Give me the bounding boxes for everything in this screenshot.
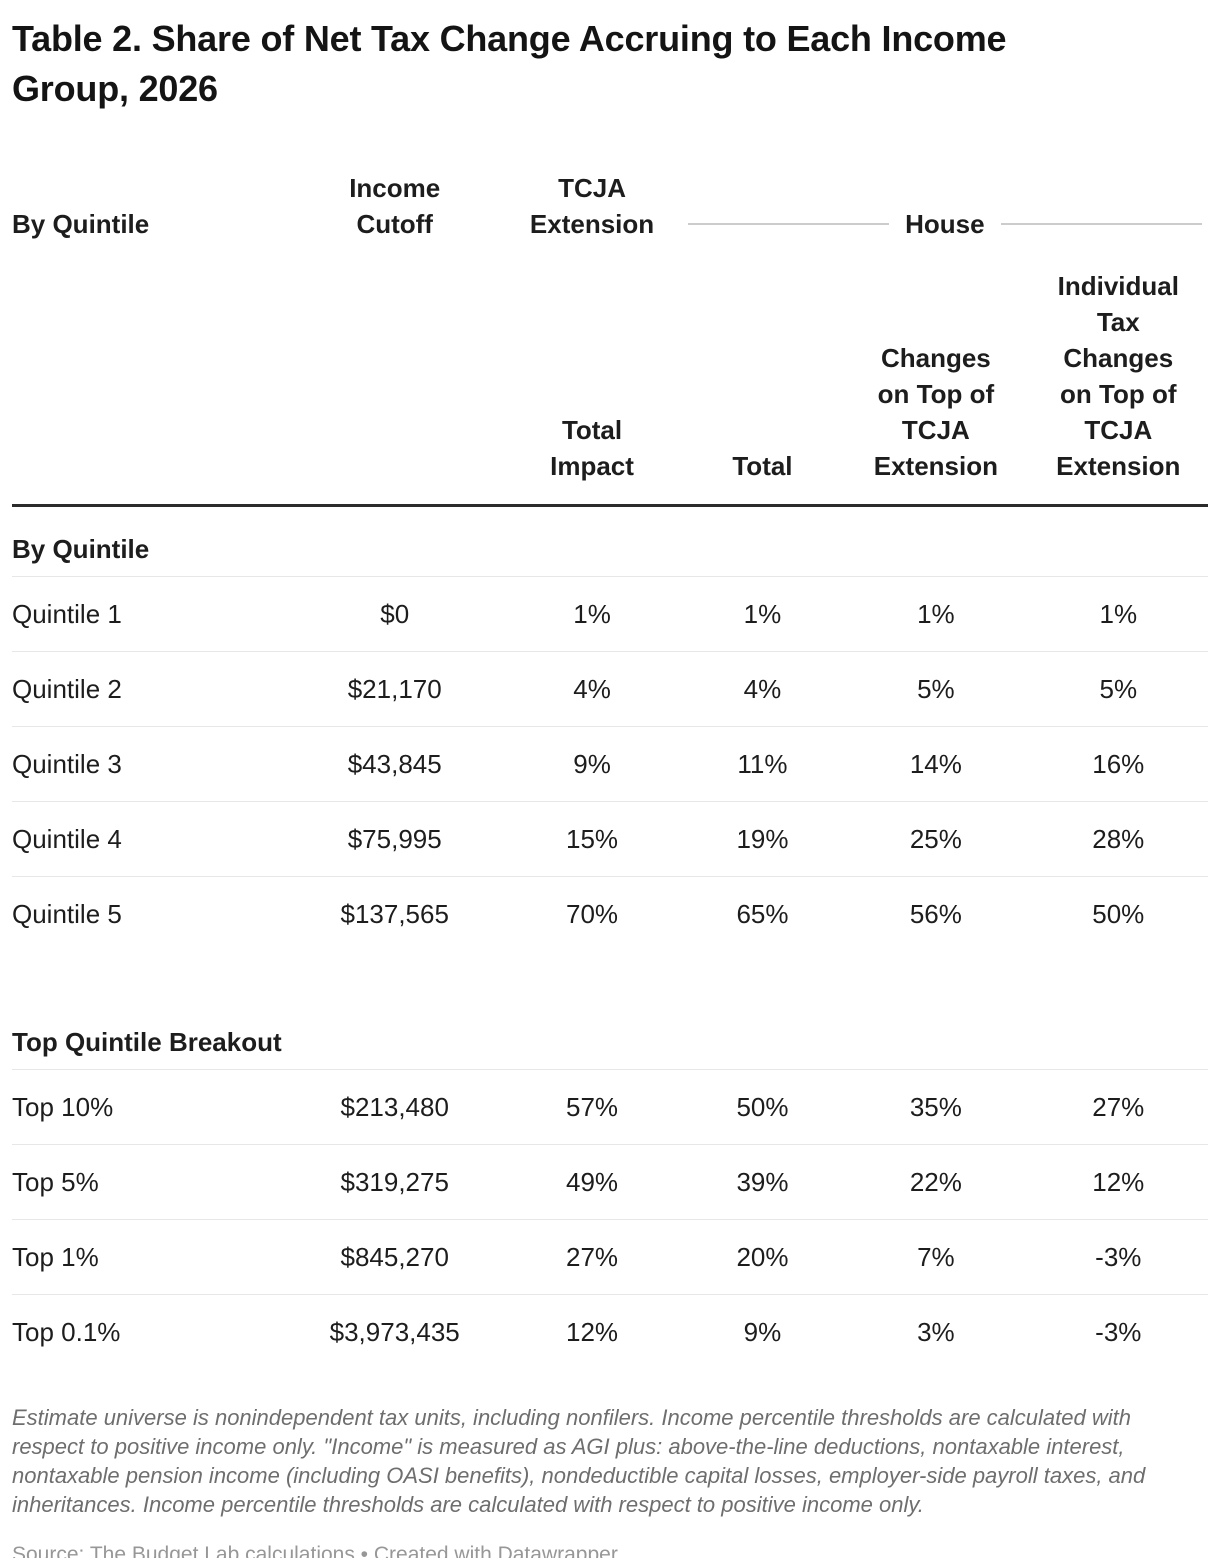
house-total-cell: 39%: [681, 1144, 844, 1220]
row-label-cell: Top 0.1%: [12, 1294, 288, 1369]
table-row: Quintile 3 $43,845 9% 11% 14% 16%: [12, 726, 1208, 802]
house-changes-cell: 1%: [843, 576, 1029, 652]
page-title: Table 2. Share of Net Tax Change Accruin…: [12, 18, 1007, 109]
header-income-cutoff: Income Cutoff: [349, 173, 441, 239]
header-by-quintile: By Quintile: [12, 209, 150, 239]
row-label-cell: Quintile 3: [12, 726, 288, 802]
row-label-cell: Top 5%: [12, 1144, 288, 1220]
row-label-cell: Top 10%: [12, 1069, 288, 1145]
income-cutoff-cell: $319,275: [287, 1144, 503, 1220]
section-by-quintile: By Quintile: [12, 506, 1208, 577]
table-row: Quintile 5 $137,565 70% 65% 56% 50%: [12, 876, 1208, 951]
tcja-total-impact-cell: 15%: [502, 801, 682, 877]
header-house-label: House: [905, 209, 985, 239]
house-individual-cell: 16%: [1028, 726, 1208, 802]
tax-change-table: By Quintile Income Cutoff TCJA Extension…: [12, 138, 1208, 1369]
table-row: Top 10% $213,480 57% 50% 35% 27%: [12, 1069, 1208, 1145]
house-individual-cell: 27%: [1028, 1069, 1208, 1145]
income-cutoff-cell: $3,973,435: [287, 1294, 503, 1369]
tcja-total-impact-cell: 9%: [502, 726, 682, 802]
tcja-total-impact-cell: 57%: [502, 1069, 682, 1145]
header-spacer-2: [287, 242, 503, 507]
table-row: Quintile 2 $21,170 4% 4% 5% 5%: [12, 651, 1208, 727]
table-notes: Estimate universe is nonindependent tax …: [12, 1405, 1146, 1517]
row-label-cell: Quintile 1: [12, 576, 288, 652]
house-changes-cell: 25%: [843, 801, 1029, 877]
income-cutoff-cell: $75,995: [287, 801, 503, 877]
header-house-group: House: [682, 138, 1208, 242]
house-total-cell: 65%: [681, 876, 844, 951]
house-total-cell: 50%: [681, 1069, 844, 1145]
house-changes-cell: 22%: [843, 1144, 1029, 1220]
house-total-cell: 9%: [681, 1294, 844, 1369]
income-cutoff-cell: $137,565: [287, 876, 503, 951]
house-total-cell: 20%: [681, 1219, 844, 1295]
house-total-cell: 1%: [681, 576, 844, 652]
house-changes-cell: 5%: [843, 651, 1029, 727]
income-cutoff-cell: $0: [287, 576, 503, 652]
header-house-individual-changes: Individual Tax Changes on Top of TCJA Ex…: [1028, 242, 1208, 507]
house-changes-cell: 7%: [843, 1219, 1029, 1295]
house-individual-cell: -3%: [1028, 1219, 1208, 1295]
table-body: By Quintile Quintile 1 $0 1% 1% 1% 1% Qu…: [12, 506, 1208, 1369]
house-total-cell: 4%: [681, 651, 844, 727]
table-row: Top 1% $845,270 27% 20% 7% -3%: [12, 1219, 1208, 1295]
section-header-label: Top Quintile Breakout: [12, 1027, 282, 1057]
house-changes-cell: 35%: [843, 1069, 1029, 1145]
table-row: Quintile 4 $75,995 15% 19% 25% 28%: [12, 801, 1208, 877]
table-row: Quintile 1 $0 1% 1% 1% 1%: [12, 576, 1208, 652]
table-header: By Quintile Income Cutoff TCJA Extension…: [12, 138, 1208, 507]
header-spacer-1: [12, 242, 288, 507]
house-span: House: [687, 206, 1203, 242]
tcja-total-impact-cell: 70%: [502, 876, 682, 951]
tcja-total-impact-cell: 12%: [502, 1294, 682, 1369]
source-line: Source: The Budget Lab calculations • Cr…: [12, 1543, 618, 1558]
house-changes-cell: 14%: [843, 726, 1029, 802]
income-cutoff-cell: $43,845: [287, 726, 503, 802]
tcja-total-impact-cell: 1%: [502, 576, 682, 652]
header-row-columns: Total Impact Total Changes on Top of TCJ…: [12, 242, 1208, 507]
table-row: Top 0.1% $3,973,435 12% 9% 3% -3%: [12, 1294, 1208, 1369]
house-individual-cell: 5%: [1028, 651, 1208, 727]
row-label-cell: Top 1%: [12, 1219, 288, 1295]
tcja-total-impact-cell: 49%: [502, 1144, 682, 1220]
house-changes-cell: 56%: [843, 876, 1029, 951]
row-label-cell: Quintile 4: [12, 801, 288, 877]
table-row: Top 5% $319,275 49% 39% 22% 12%: [12, 1144, 1208, 1220]
header-tcja-extension: TCJA Extension: [529, 173, 655, 239]
income-cutoff-cell: $213,480: [287, 1069, 503, 1145]
house-individual-cell: 1%: [1028, 576, 1208, 652]
section-top-quintile-breakout: Top Quintile Breakout: [12, 951, 1208, 1070]
tcja-total-impact-cell: 4%: [502, 651, 682, 727]
income-cutoff-cell: $21,170: [287, 651, 503, 727]
header-row-groups: By Quintile Income Cutoff TCJA Extension…: [12, 138, 1208, 242]
header-house-total: Total: [681, 242, 844, 507]
tcja-total-impact-cell: 27%: [502, 1219, 682, 1295]
house-right-rule: [1000, 223, 1203, 225]
header-total-impact: Total Impact: [502, 242, 682, 507]
house-individual-cell: 12%: [1028, 1144, 1208, 1220]
house-individual-cell: 50%: [1028, 876, 1208, 951]
row-label-cell: Quintile 2: [12, 651, 288, 727]
house-left-rule: [687, 223, 890, 225]
house-changes-cell: 3%: [843, 1294, 1029, 1369]
income-cutoff-cell: $845,270: [287, 1219, 503, 1295]
section-header-label: By Quintile: [12, 534, 150, 564]
house-individual-cell: -3%: [1028, 1294, 1208, 1369]
house-individual-cell: 28%: [1028, 801, 1208, 877]
house-total-cell: 11%: [681, 726, 844, 802]
house-total-cell: 19%: [681, 801, 844, 877]
row-label-cell: Quintile 5: [12, 876, 288, 951]
header-house-changes: Changes on Top of TCJA Extension: [843, 242, 1029, 507]
